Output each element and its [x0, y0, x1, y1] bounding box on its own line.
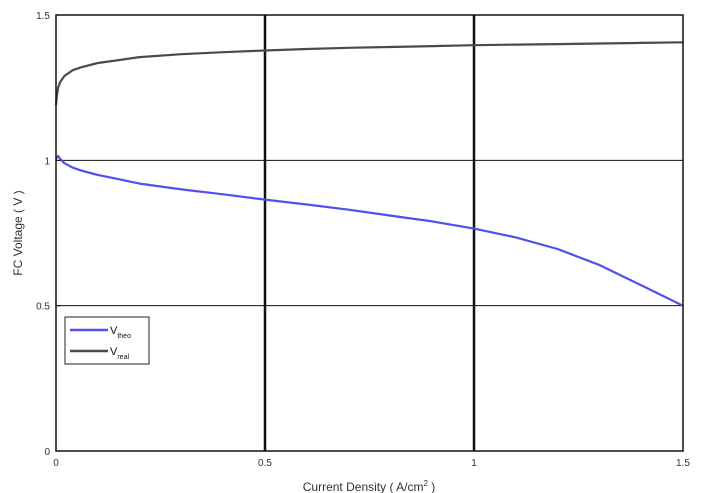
x-tick-label: 1.5: [676, 458, 690, 469]
y-tick-label: 0: [44, 447, 50, 458]
x-tick-label: 1: [471, 458, 477, 469]
legend-box: [65, 317, 149, 364]
legend-label-theo-sub: theo: [117, 333, 131, 340]
x-axis-label: Current Density ( A/cm2 ): [303, 479, 436, 493]
x-tick-label: 0.5: [258, 458, 272, 469]
x-tick-label: 0: [53, 458, 59, 469]
y-axis-label: FC Voltage ( V ): [11, 190, 25, 275]
y-tick-label: 1: [44, 156, 50, 167]
x-axis-label-suffix: ): [428, 480, 435, 493]
x-axis-label-main: Current Density ( A/cm: [303, 480, 424, 493]
plot-area: [56, 15, 683, 451]
legend: Vtheo Vreal: [65, 317, 149, 364]
legend-label-real-sub: real: [117, 354, 129, 361]
y-tick-label: 1.5: [36, 11, 50, 22]
y-tick-label: 0.5: [36, 302, 50, 313]
